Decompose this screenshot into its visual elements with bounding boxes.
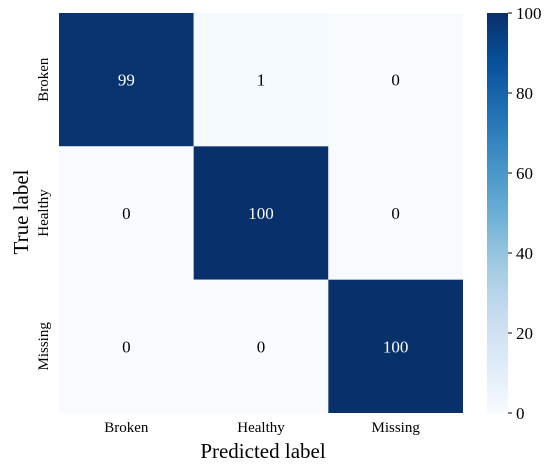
heatmap-cell-healthy-healthy xyxy=(193,146,329,280)
x-tick-label-broken: Broken xyxy=(104,420,149,436)
heatmap-cell-missing-missing xyxy=(328,279,463,413)
cell-value-label: 100 xyxy=(248,204,274,223)
cell-value-label: 99 xyxy=(118,71,135,90)
y-axis-label: True label xyxy=(9,169,33,254)
cell-value-label: 100 xyxy=(383,337,409,356)
x-tick-label-missing: Missing xyxy=(371,420,420,436)
x-tick-label-healthy: Healthy xyxy=(237,420,285,436)
cell-value-label: 0 xyxy=(391,71,400,90)
colorbar-tick-label: 100 xyxy=(516,4,542,23)
y-tick-label-missing: Missing xyxy=(36,322,52,371)
colorbar-tick-label: 20 xyxy=(516,324,533,343)
cell-value-label: 0 xyxy=(122,337,131,356)
heatmap-cell-missing-broken xyxy=(59,279,194,413)
heatmap-cell-broken-broken xyxy=(59,13,194,147)
colorbar-tick-label: 40 xyxy=(516,244,533,263)
colorbar xyxy=(487,13,508,413)
cell-value-label: 0 xyxy=(257,337,266,356)
y-tick-label-broken: Broken xyxy=(36,57,52,102)
x-axis-label: Predicted label xyxy=(200,439,326,463)
colorbar-tick-label: 80 xyxy=(516,84,533,103)
cell-value-label: 0 xyxy=(122,204,131,223)
cell-value-label: 1 xyxy=(257,71,266,90)
colorbar-tick-label: 0 xyxy=(516,404,525,423)
heatmap-cell-broken-healthy xyxy=(193,13,329,147)
colorbar-tick-label: 60 xyxy=(516,164,533,183)
x-tick-labels: Broken Healthy Missing xyxy=(104,420,420,436)
heatmap-cells: 99 1 00 100 00 0 100 xyxy=(59,13,463,413)
y-tick-label-healthy: Healthy xyxy=(36,189,52,237)
cell-value-label: 0 xyxy=(391,204,400,223)
heatmap-cell-broken-missing xyxy=(328,13,463,147)
heatmap-cell-healthy-missing xyxy=(328,146,463,280)
heatmap-cell-healthy-broken xyxy=(59,146,194,280)
heatmap-cell-missing-healthy xyxy=(193,279,329,413)
colorbar-ticks: 0 20 40 60 80 100 xyxy=(508,4,542,423)
y-tick-labels: Broken Healthy Missing xyxy=(36,57,52,370)
